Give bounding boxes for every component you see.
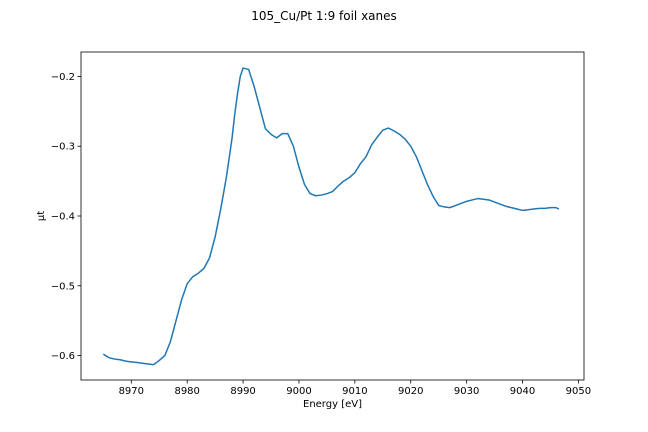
series-line-0 bbox=[102, 67, 560, 366]
x-tick-label: 8990 bbox=[230, 386, 255, 397]
x-tick-label: 9040 bbox=[510, 386, 535, 397]
x-tick-label: 9000 bbox=[286, 386, 311, 397]
x-axis-label: Energy [eV] bbox=[303, 399, 362, 410]
y-tick-label: −0.4 bbox=[51, 212, 75, 223]
axes-frame bbox=[80, 51, 585, 381]
x-tick-label: 8970 bbox=[119, 386, 144, 397]
y-axis-label: μt bbox=[36, 211, 47, 221]
y-axis-ticks: −0.6 −0.5 −0.4 −0.3 −0.2 bbox=[51, 72, 81, 362]
y-tick-label: −0.5 bbox=[51, 281, 75, 292]
x-tick-label: 9020 bbox=[398, 386, 423, 397]
plot-area bbox=[80, 51, 585, 381]
y-tick-label: −0.2 bbox=[51, 72, 75, 83]
y-tick-label: −0.3 bbox=[51, 142, 75, 153]
x-tick-label: 9030 bbox=[454, 386, 479, 397]
x-axis-ticks: 8970 8980 8990 9000 9010 9020 9030 9040 9050 bbox=[119, 380, 591, 397]
x-tick-label: 9050 bbox=[566, 386, 591, 397]
y-tick-label: −0.6 bbox=[51, 351, 75, 362]
x-tick-label: 9010 bbox=[342, 386, 367, 397]
x-tick-label: 8980 bbox=[174, 386, 199, 397]
chart-title: 105_Cu/Pt 1:9 foil xanes bbox=[251, 9, 397, 23]
